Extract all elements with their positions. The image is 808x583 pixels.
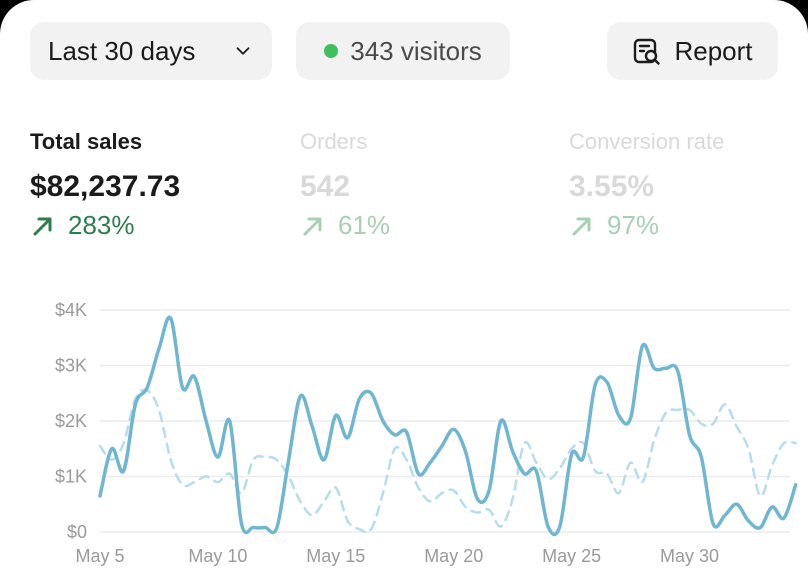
metric-delta-value: 61% [338, 210, 391, 240]
comparison-series-line [98, 388, 797, 534]
y-tick-label: $3K [55, 356, 87, 376]
chevron-down-icon [236, 47, 250, 55]
metric-value: 3.55% [569, 170, 655, 203]
live-status-dot [324, 44, 339, 58]
visitors-count-label: 343 visitors [350, 35, 482, 66]
arrow-up-right-icon [303, 217, 322, 235]
sales-line-chart: $0 $1K $2K $3K $4K May 5 May 10 May 15 May 20 May… [55, 300, 798, 566]
metric-value: 542 [300, 170, 351, 203]
y-tick-label: $4K [55, 300, 87, 320]
report-label: Report [674, 35, 753, 66]
x-tick-label: May 30 [660, 546, 719, 566]
report-search-icon [634, 38, 661, 65]
metric-orders[interactable]: Orders 542 61% [300, 128, 530, 241]
x-tick-label: May 15 [306, 546, 365, 566]
metric-delta: 61% [300, 210, 530, 241]
metric-conversion-rate[interactable]: Conversion rate 3.55% 97% [569, 128, 799, 241]
y-tick-label: $0 [67, 522, 87, 542]
arrow-up-right-icon [572, 217, 591, 235]
y-tick-label: $2K [55, 411, 87, 431]
y-tick-label: $1K [55, 467, 87, 487]
arrow-up-right-icon [33, 217, 52, 235]
metric-label: Total sales [30, 129, 143, 154]
live-visitors-button[interactable]: 343 visitors [296, 22, 510, 80]
metric-delta-value: 283% [68, 210, 135, 240]
date-range-label: Last 30 days [48, 35, 196, 66]
metric-delta: 97% [569, 210, 799, 241]
x-tick-label: May 20 [424, 546, 483, 566]
report-button[interactable]: Report [607, 22, 778, 80]
x-tick-label: May 10 [188, 546, 247, 566]
date-range-dropdown[interactable]: Last 30 days [30, 22, 272, 80]
metric-value: $82,237.73 [30, 170, 181, 203]
x-tick-label: May 25 [542, 546, 601, 566]
sales-series-line [98, 315, 798, 537]
x-tick-label: May 5 [75, 546, 124, 566]
metric-delta: 283% [30, 210, 260, 241]
metric-delta-value: 97% [607, 210, 660, 240]
metric-total-sales[interactable]: Total sales $82,237.73 283% [30, 128, 260, 241]
metric-label: Orders [300, 129, 368, 154]
metric-label: Conversion rate [569, 129, 725, 154]
